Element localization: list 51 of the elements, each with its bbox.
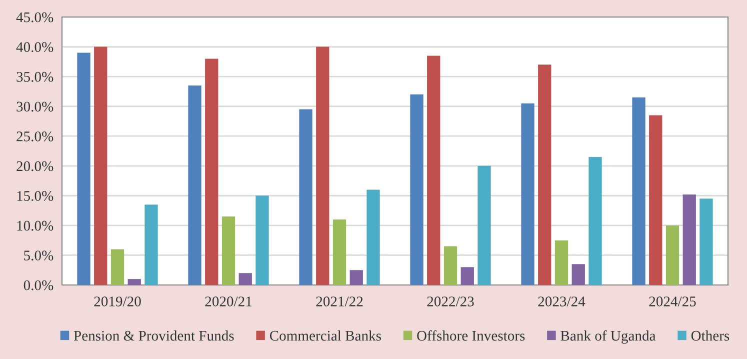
bar <box>478 166 491 285</box>
bar <box>700 198 713 285</box>
x-tick-label: 2023/24 <box>538 296 586 306</box>
y-tick-label: 45.0% <box>16 12 54 22</box>
bar <box>666 225 680 285</box>
bar <box>299 109 312 285</box>
bar <box>128 279 141 285</box>
bar <box>144 204 158 285</box>
bar <box>444 246 458 285</box>
bar <box>350 270 363 285</box>
bar <box>238 273 252 285</box>
bar <box>538 64 552 285</box>
legend-label: Pension & Provident Funds <box>74 330 234 341</box>
y-tick-label: 40.0% <box>16 42 54 52</box>
x-tick-label: 2022/23 <box>427 296 474 306</box>
bar <box>94 46 108 285</box>
bar <box>588 156 602 285</box>
y-tick-label: 25.0% <box>16 131 54 142</box>
bar <box>410 94 424 285</box>
y-tick-label: 30.0% <box>16 102 54 112</box>
bar <box>427 56 440 285</box>
y-tick-label: 10.0% <box>17 220 54 231</box>
bar <box>110 249 124 285</box>
y-tick-label: 15.0% <box>17 191 54 201</box>
legend-label: Commercial Banks <box>270 330 381 341</box>
bar <box>256 196 269 285</box>
bar <box>188 85 202 285</box>
bar <box>554 240 568 285</box>
y-tick-label: 35.0% <box>16 72 54 82</box>
bar <box>682 194 696 285</box>
x-tick-label: 2019/20 <box>94 296 141 306</box>
bar <box>77 52 90 285</box>
bar <box>222 216 236 285</box>
bar <box>649 115 662 285</box>
bar <box>205 58 218 285</box>
bar <box>316 46 330 285</box>
y-tick-label: 0.0% <box>24 280 54 290</box>
legend-label: Others <box>691 330 730 341</box>
bar <box>366 190 380 285</box>
x-tick-label: 2021/22 <box>316 296 363 306</box>
bar <box>632 97 646 285</box>
legend-label: Offshore Investors <box>417 330 525 341</box>
x-tick-label: 2024/25 <box>649 296 696 306</box>
x-tick-label: 2020/21 <box>205 296 252 306</box>
y-tick-label: 20.0% <box>16 161 54 172</box>
bar <box>332 219 346 285</box>
bar <box>460 267 474 285</box>
bar <box>521 103 534 285</box>
y-tick-label: 5.0% <box>24 250 54 260</box>
bar <box>572 264 585 285</box>
legend-label: Bank of Uganda <box>560 330 656 344</box>
